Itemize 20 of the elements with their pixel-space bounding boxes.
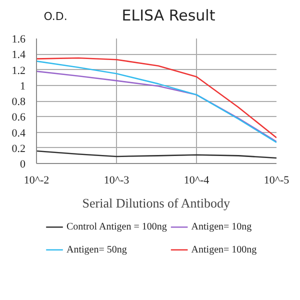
x-axis-title: Serial Dilutions of Antibody	[82, 196, 230, 210]
y-tick-label: 0.8	[12, 96, 26, 108]
y-axis-title: O.D.	[44, 10, 68, 23]
y-tick-label: 0.6	[12, 112, 26, 124]
y-tick-label: 1.4	[12, 49, 26, 62]
x-tick-label: 10^-2	[24, 174, 50, 186]
y-tick-label: 0.4	[12, 127, 26, 140]
legend-label: Antigen= 10ng	[191, 222, 252, 233]
x-tick-label: 10^-3	[104, 174, 130, 186]
y-tick-label: 1	[20, 80, 26, 92]
chart-title: ELISA Result	[122, 6, 216, 24]
y-tick-label: 0	[20, 158, 26, 170]
legend-label: Antigen= 100ng	[191, 244, 257, 256]
y-tick-label: 1.2	[12, 64, 26, 77]
legend-label: Control Antigen = 100ng	[66, 222, 167, 233]
legend-label: Antigen= 50ng	[66, 244, 127, 256]
y-tick-label: 1.6	[12, 34, 26, 46]
x-tick-label: 10^-5	[264, 174, 290, 186]
y-tick-label: 0.2	[12, 142, 26, 155]
x-tick-label: 10^-4	[184, 174, 210, 186]
